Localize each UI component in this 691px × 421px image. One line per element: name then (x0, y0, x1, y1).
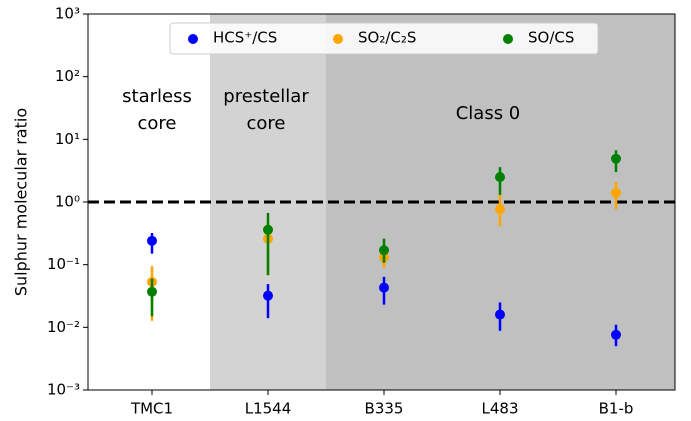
foreground-layer: starless core prestellar core Class 0 10⁻³ 10⁻… (47, 5, 676, 418)
y-tick-label: 10⁻³ (47, 381, 80, 399)
legend-marker (503, 34, 513, 44)
data-point (495, 172, 505, 183)
data-point (147, 235, 157, 246)
legend-label: SO₂/C₂S (358, 29, 416, 47)
data-point (147, 286, 157, 297)
y-tick-label: 10⁰ (55, 193, 80, 211)
region-label: prestellar (223, 86, 309, 107)
data-point (495, 204, 505, 215)
x-tick-label: L483 (482, 400, 519, 418)
region-label: Class 0 (456, 103, 521, 124)
x-tick-label: B335 (365, 400, 404, 418)
data-point (611, 153, 621, 164)
region-label: core (247, 113, 286, 134)
data-point (379, 282, 389, 293)
legend-box (169, 22, 599, 55)
data-point (495, 309, 505, 320)
y-tick-label: 10⁻¹ (47, 255, 80, 273)
legend-marker (188, 34, 198, 44)
legend-label: HCS⁺/CS (213, 29, 277, 47)
region-label: core (138, 113, 177, 134)
data-point (263, 224, 273, 235)
y-axis-label: Sulphur molecular ratio (12, 108, 31, 296)
y-tick-label: 10³ (55, 5, 80, 23)
data-point (263, 290, 273, 301)
y-tick-label: 10⁻² (47, 318, 80, 336)
y-tick-label: 10¹ (55, 130, 80, 148)
data-point (611, 329, 621, 340)
y-tick-label: 10² (55, 67, 80, 85)
legend-marker (333, 34, 343, 44)
x-tick-label: L1544 (245, 400, 292, 418)
plot-frame (87, 13, 676, 391)
data-point (611, 187, 621, 198)
data-point (379, 245, 389, 256)
x-tick-label: B1-b (599, 400, 634, 418)
legend-label: SO/CS (528, 29, 574, 47)
region-label: starless (122, 86, 192, 107)
x-tick-label: TMC1 (130, 400, 173, 418)
